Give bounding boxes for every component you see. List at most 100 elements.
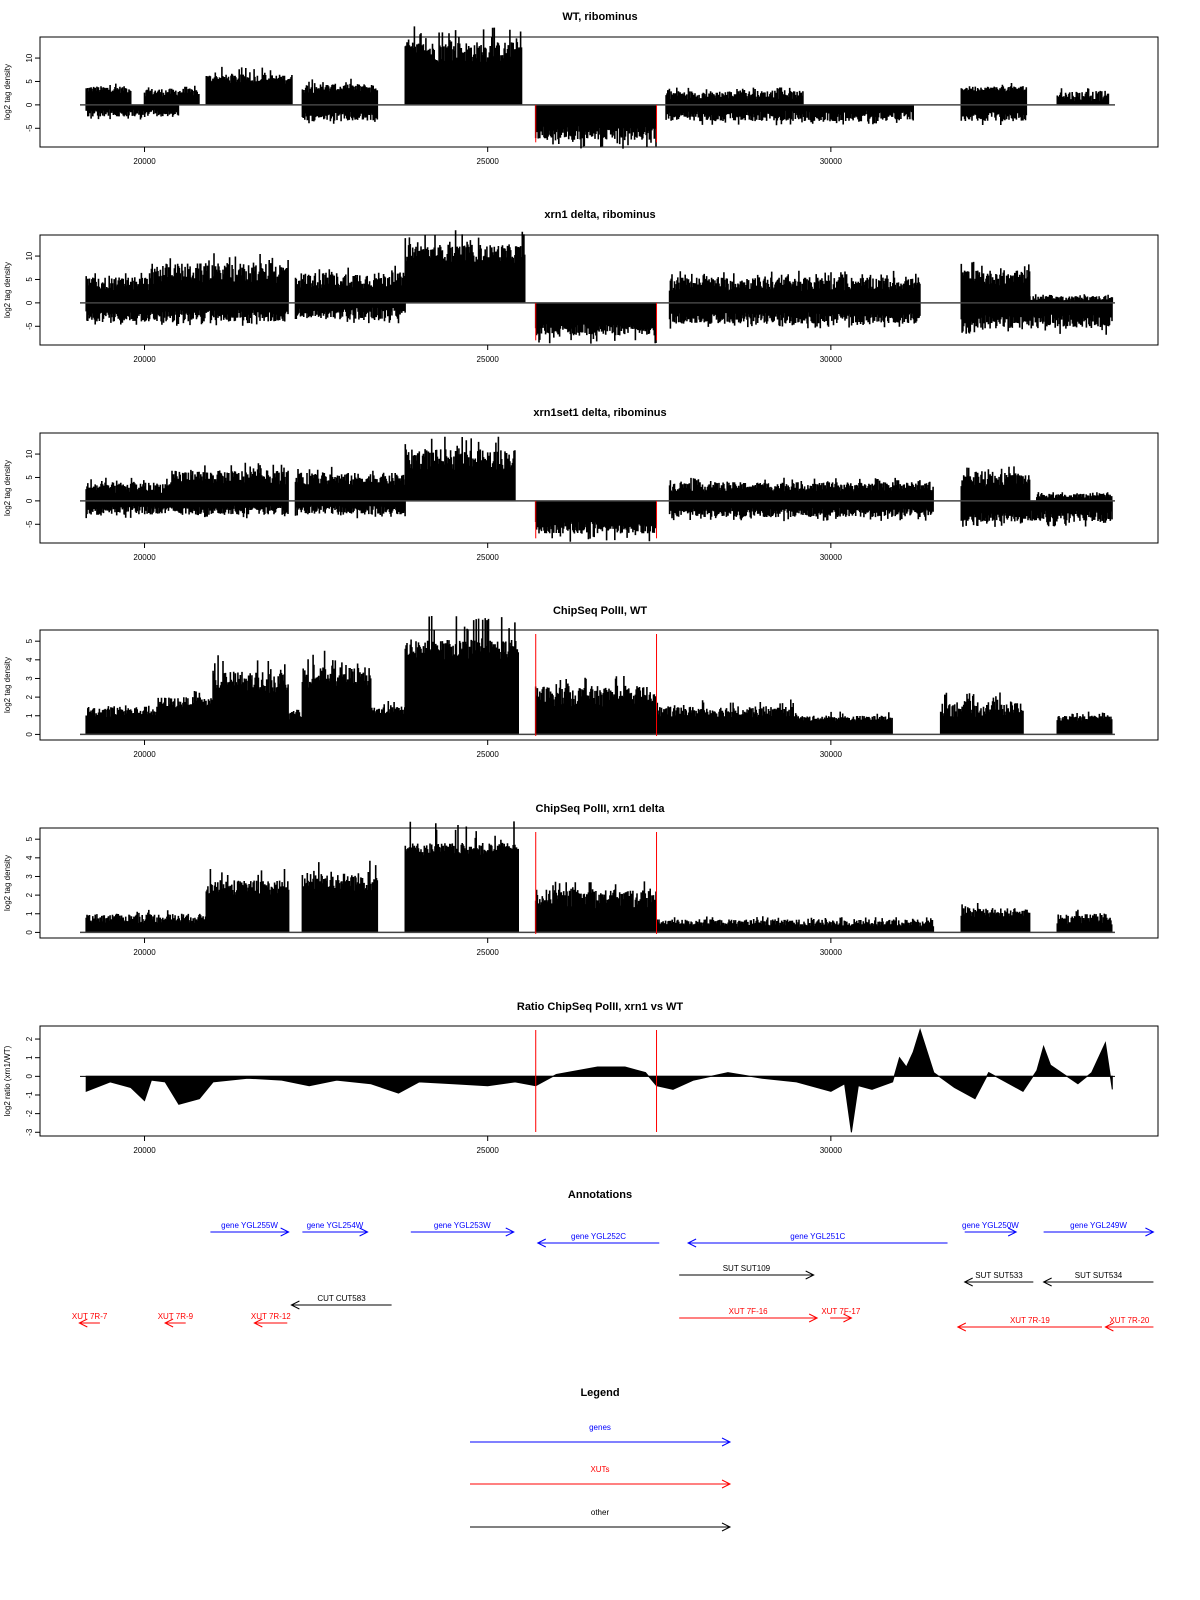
annotation-feature: XUT 7F-17 [821,1307,861,1323]
annotation-label: SUT SUT534 [1075,1271,1123,1280]
plot-frame [39,1025,1159,1137]
annotation-feature: SUT SUT109 [679,1264,815,1280]
annotation-label: gene YGL252C [571,1232,626,1241]
panel-2: xrn1 delta, ribominus log2 tag density -5 0… [3,209,1159,364]
signal-bars-positive [668,270,921,303]
annotation-label: gene YGL250W [962,1221,1019,1230]
y-axis-label: log2 tag density [3,855,12,911]
y-tick-label: 2 [25,892,34,897]
signal-bars-negative [301,104,379,124]
annotation-feature: XUT 7R-7 [72,1312,108,1328]
arrow-head [536,1238,547,1248]
legend-item-label: XUTs [590,1465,609,1474]
y-tick-label: 5 [25,836,34,841]
signal-bars-positive [301,650,372,735]
signal-bars-negative [665,104,914,126]
plot-frame [39,234,1159,346]
arrow-head [280,1227,290,1237]
arrow-head [505,1227,515,1237]
arrow-head [359,1227,369,1237]
plot-frame [39,827,1159,939]
x-tick-label: 25000 [477,1146,500,1155]
panel-title: xrn1 delta, ribominus [544,209,655,221]
legend: Legend genes XUTs other [470,1387,732,1532]
y-tick-label: -5 [25,520,34,528]
signal-bars-positive [960,903,1031,933]
annotation-feature: SUT SUT534 [1042,1271,1154,1287]
signal-bars-positive [960,83,1028,105]
arrow-head [721,1437,732,1447]
signal-bars-positive [404,230,526,303]
legend-item: other [470,1508,732,1532]
signal-bars-positive [404,616,519,735]
annotation-label: XUT 7F-16 [729,1307,769,1316]
panel-title: Ratio ChipSeq PolII, xrn1 vs WT [517,1001,684,1013]
arrow-head [963,1277,973,1287]
y-axis-label: log2 tag density [3,460,12,516]
panel-5: ChipSeq PolII, xrn1 delta log2 tag densit… [3,803,1159,957]
y-tick-label: 5 [25,277,34,282]
x-tick-label: 25000 [477,553,500,562]
arrow-head [163,1318,174,1328]
annotation-label: SUT SUT533 [975,1271,1023,1280]
annotation-label: XUT 7R-12 [251,1312,291,1321]
signal-bars-negative [534,302,657,344]
annotation-feature: XUT 7R-12 [251,1312,291,1328]
signal-bars-positive [85,272,152,303]
signal-bars-negative [294,500,406,519]
x-tick-label: 20000 [133,750,156,759]
y-axis-label: log2 tag density [3,262,12,318]
y-tick-label: 0 [25,732,34,737]
signal-bars-positive [665,87,804,105]
signal-bars-positive [795,711,893,735]
y-tick-label: 10 [25,53,34,62]
y-tick-label: 3 [25,874,34,879]
legend-item-label: other [591,1508,610,1517]
signal-bars-negative [668,500,934,522]
annotation-label: gene YGL253W [434,1221,491,1230]
annotations-track: Annotations gene YGL255W gene YGL254W gene … [72,1189,1155,1332]
arrow-head [253,1318,263,1328]
arrow-head [1145,1227,1155,1237]
x-tick-label: 25000 [477,355,500,364]
signal-bars-negative [85,500,289,519]
signal-bars-positive [668,477,934,501]
arrow-head [843,1313,853,1323]
signal-bars-positive [1056,88,1110,105]
signal-bars-positive [294,466,406,501]
signal-bars-positive [157,691,214,735]
signal-bars-positive [404,821,519,933]
y-tick-label: 3 [25,676,34,681]
plot-frame [39,629,1159,741]
annotation-feature: gene YGL250W [962,1221,1019,1237]
signal-bars-positive [85,909,207,933]
signal-bars-positive [301,860,379,933]
signal-bars-positive [1036,492,1113,501]
annotation-label: XUT 7R-20 [1109,1316,1149,1325]
annotation-feature: gene YGL255W [210,1221,290,1237]
arrow-head [721,1479,732,1489]
x-tick-label: 20000 [133,553,156,562]
annotation-label: gene YGL255W [221,1221,278,1230]
signal-bars-positive [534,881,657,933]
signal-bars-positive [287,709,303,735]
panel-title: ChipSeq PolII, xrn1 delta [536,803,666,815]
arrow-head [808,1313,819,1323]
annotation-feature: SUT SUT533 [963,1271,1034,1287]
signal-bars-positive [205,869,290,933]
y-tick-label: 1 [25,911,34,916]
arrow-head [721,1522,732,1532]
x-tick-label: 30000 [820,355,843,364]
annotation-label: gene YGL251C [790,1232,845,1241]
y-tick-label: -1 [25,1091,34,1099]
x-tick-label: 25000 [477,750,500,759]
y-tick-label: 5 [25,638,34,643]
signal-bars-positive [85,477,173,501]
signal-bars-positive [655,916,935,933]
y-axis-label: log2 ratio (xrn1/WT) [3,1045,12,1116]
y-tick-label: 4 [25,855,34,860]
annotations-title: Annotations [568,1189,632,1201]
annotation-feature: gene YGL252C [536,1232,660,1248]
y-tick-label: 2 [25,1036,34,1041]
